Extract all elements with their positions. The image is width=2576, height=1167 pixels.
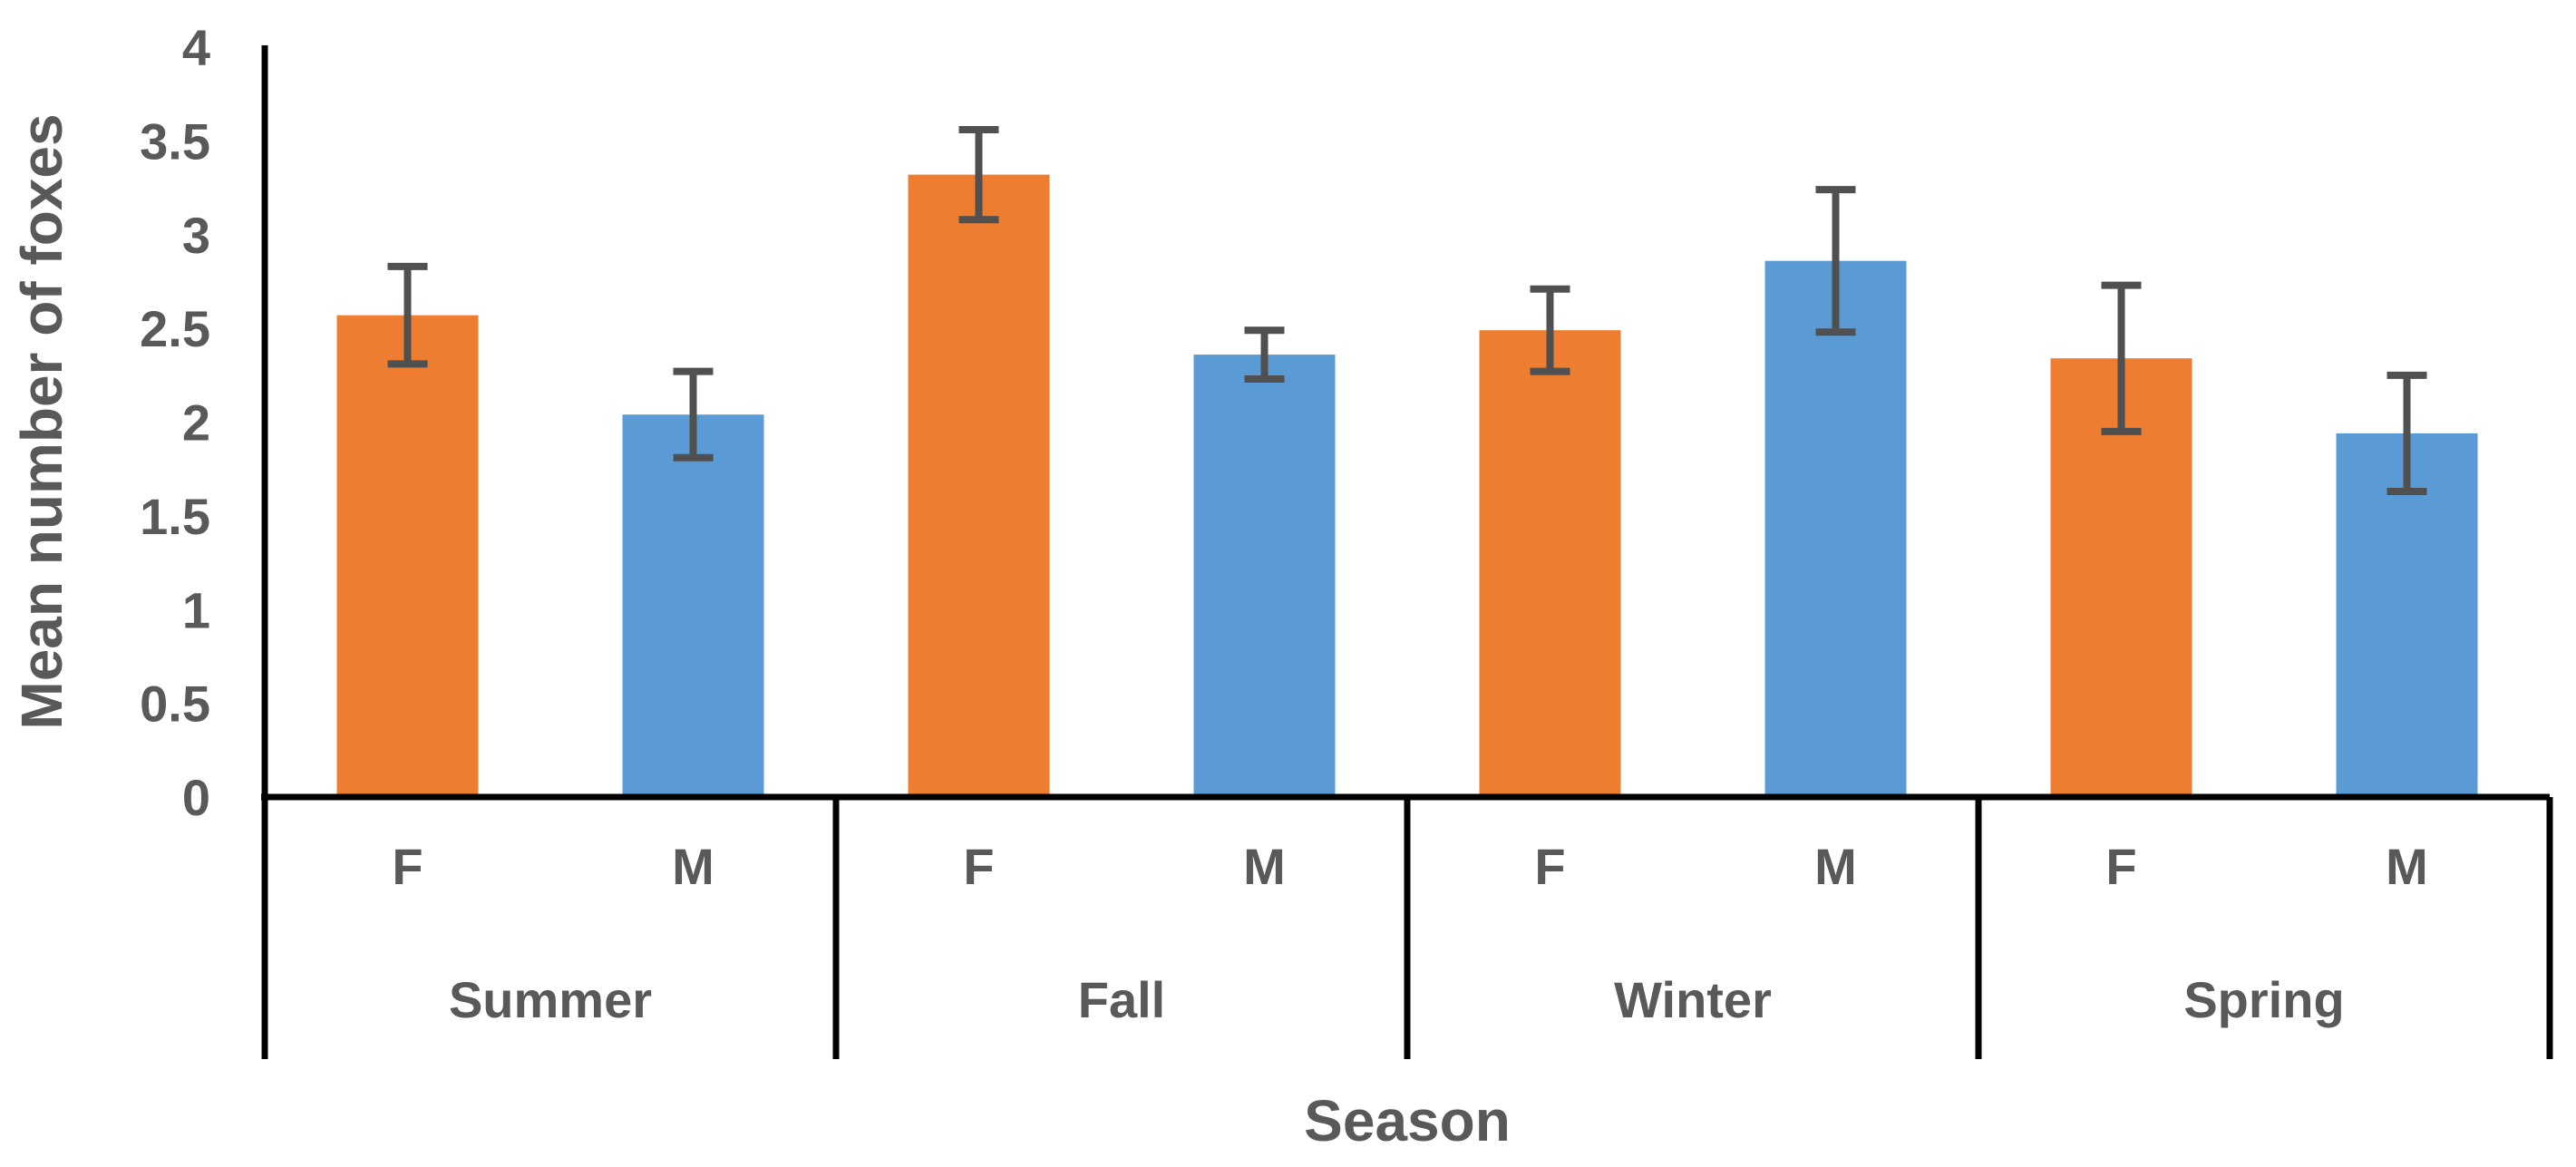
y-tick-label: 2.5 (140, 300, 210, 357)
error-bar-fall-m (1244, 326, 1285, 383)
x-tick-label-sex: M (1243, 838, 1286, 895)
x-tick-label-sex: M (1814, 838, 1857, 895)
bar-fall-m (1193, 355, 1336, 797)
bar-summer-f (336, 315, 479, 798)
bars (336, 174, 2478, 798)
y-tick-label: 3.5 (140, 112, 210, 170)
error-bar-winter-f (1530, 285, 1570, 375)
error-bar-spring-f (2101, 281, 2142, 435)
x-tick-label-sex: F (1534, 838, 1565, 895)
x-axis-title: Season (1304, 1088, 1511, 1153)
bar-winter-f (1479, 330, 1621, 797)
error-bar-spring-m (2386, 371, 2427, 495)
y-axis-ticks: 0 0.5 1 1.5 2 2.5 3 3.5 4 (140, 19, 210, 826)
x-tick-label-season: Summer (449, 971, 652, 1028)
error-bar-summer-m (673, 367, 714, 462)
bar-summer-m (622, 414, 764, 797)
x-tick-label-season: Spring (2183, 971, 2344, 1028)
y-tick-label: 2 (182, 394, 210, 452)
y-tick-label: 4 (182, 19, 210, 76)
error-bar-winter-m (1815, 186, 1856, 336)
x-axis-labels: F M Summer F M Fall F M Winter F M Spring (392, 838, 2427, 1028)
bar-winter-m (1764, 260, 1907, 797)
y-tick-label: 0.5 (140, 676, 210, 733)
x-tick-label-sex: F (392, 838, 423, 895)
error-bars (387, 125, 2427, 495)
x-tick-label-season: Fall (1078, 971, 1165, 1028)
x-tick-label-sex: F (963, 838, 994, 895)
x-tick-label-sex: F (2105, 838, 2136, 895)
x-tick-label-season: Winter (1614, 971, 1772, 1028)
bar-fall-f (908, 174, 1050, 798)
y-axis-title: Mean number of foxes (9, 113, 74, 729)
y-tick-label: 1.5 (140, 488, 210, 545)
x-tick-label-sex: M (672, 838, 714, 895)
y-tick-label: 3 (182, 207, 210, 264)
axes (261, 45, 2553, 1059)
error-bar-fall-f (958, 125, 999, 224)
error-bar-summer-f (387, 262, 428, 368)
y-tick-label: 1 (182, 581, 210, 638)
y-tick-label: 0 (182, 769, 210, 826)
x-tick-label-sex: M (2386, 838, 2428, 895)
